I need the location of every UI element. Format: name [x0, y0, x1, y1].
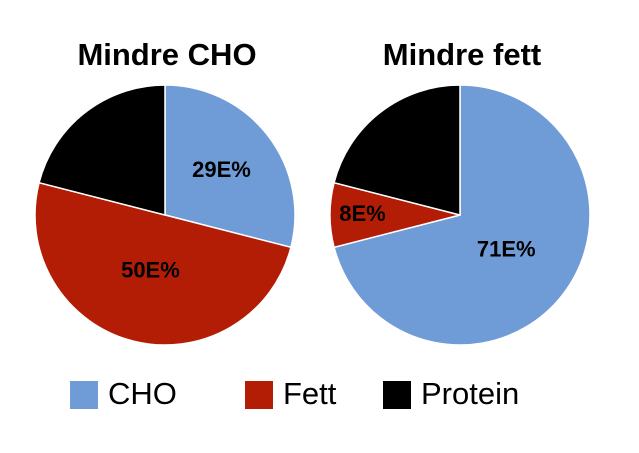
legend-label: CHO [108, 376, 177, 411]
legend-label: Protein [421, 376, 519, 411]
pie-slice [34, 181, 292, 346]
value-label: 71E% [477, 237, 536, 262]
legend-swatch [245, 381, 273, 409]
pie-slice [164, 84, 296, 249]
value-label: 29E% [192, 157, 251, 182]
pie-slice [333, 84, 461, 216]
legend-swatch [383, 381, 411, 409]
chart-title: Mindre fett [383, 37, 541, 72]
pie-slice [38, 84, 166, 216]
legend-swatch [70, 381, 98, 409]
value-label: 50E% [121, 257, 180, 282]
legend-label: Fett [283, 376, 337, 411]
pie-slice [333, 84, 591, 346]
chart-title: Mindre CHO [77, 37, 256, 72]
value-label: 8E% [339, 201, 385, 226]
